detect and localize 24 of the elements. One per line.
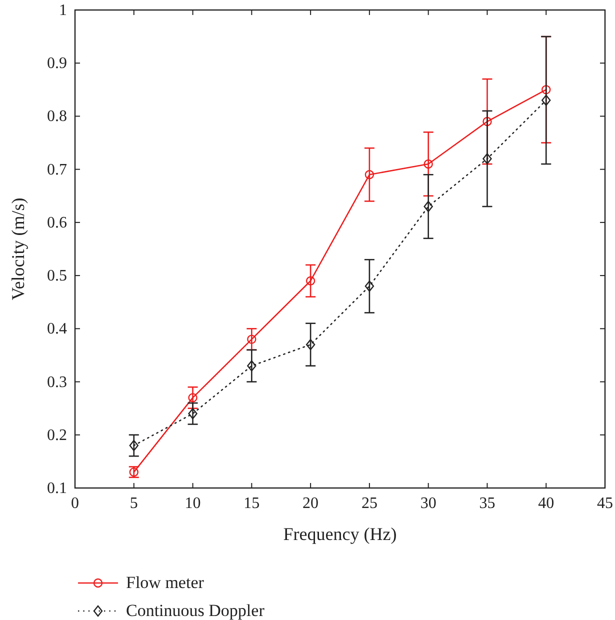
- y-tick-label: 0.8: [47, 108, 67, 126]
- x-tick-label: 10: [184, 495, 201, 512]
- legend-label: Flow meter: [126, 573, 204, 592]
- x-tick-label: 45: [597, 495, 613, 512]
- x-axis-title: Frequency (Hz): [283, 524, 397, 544]
- y-tick-label: 0.4: [47, 320, 67, 338]
- y-tick-label: 0.1: [47, 480, 67, 497]
- y-tick-label: 0.6: [47, 214, 67, 232]
- x-tick-label: 15: [244, 495, 260, 512]
- x-tick-label: 20: [302, 495, 319, 512]
- y-tick-label: 0.3: [47, 374, 67, 391]
- x-tick-label: 5: [130, 495, 138, 512]
- y-tick-label: 1: [59, 2, 67, 19]
- x-tick-label: 0: [71, 495, 79, 512]
- x-tick-label: 40: [538, 495, 554, 512]
- x-tick-label: 30: [420, 495, 436, 512]
- y-axis-title: Velocity (m/s): [8, 198, 28, 300]
- x-tick-label: 25: [361, 495, 378, 512]
- x-tick-label: 35: [479, 495, 496, 512]
- y-tick-label: 0.2: [47, 426, 67, 444]
- y-tick-label: 0.9: [47, 55, 67, 72]
- y-tick-label: 0.7: [47, 161, 67, 178]
- y-tick-label: 0.5: [47, 268, 67, 285]
- legend-label: Continuous Doppler: [126, 601, 265, 620]
